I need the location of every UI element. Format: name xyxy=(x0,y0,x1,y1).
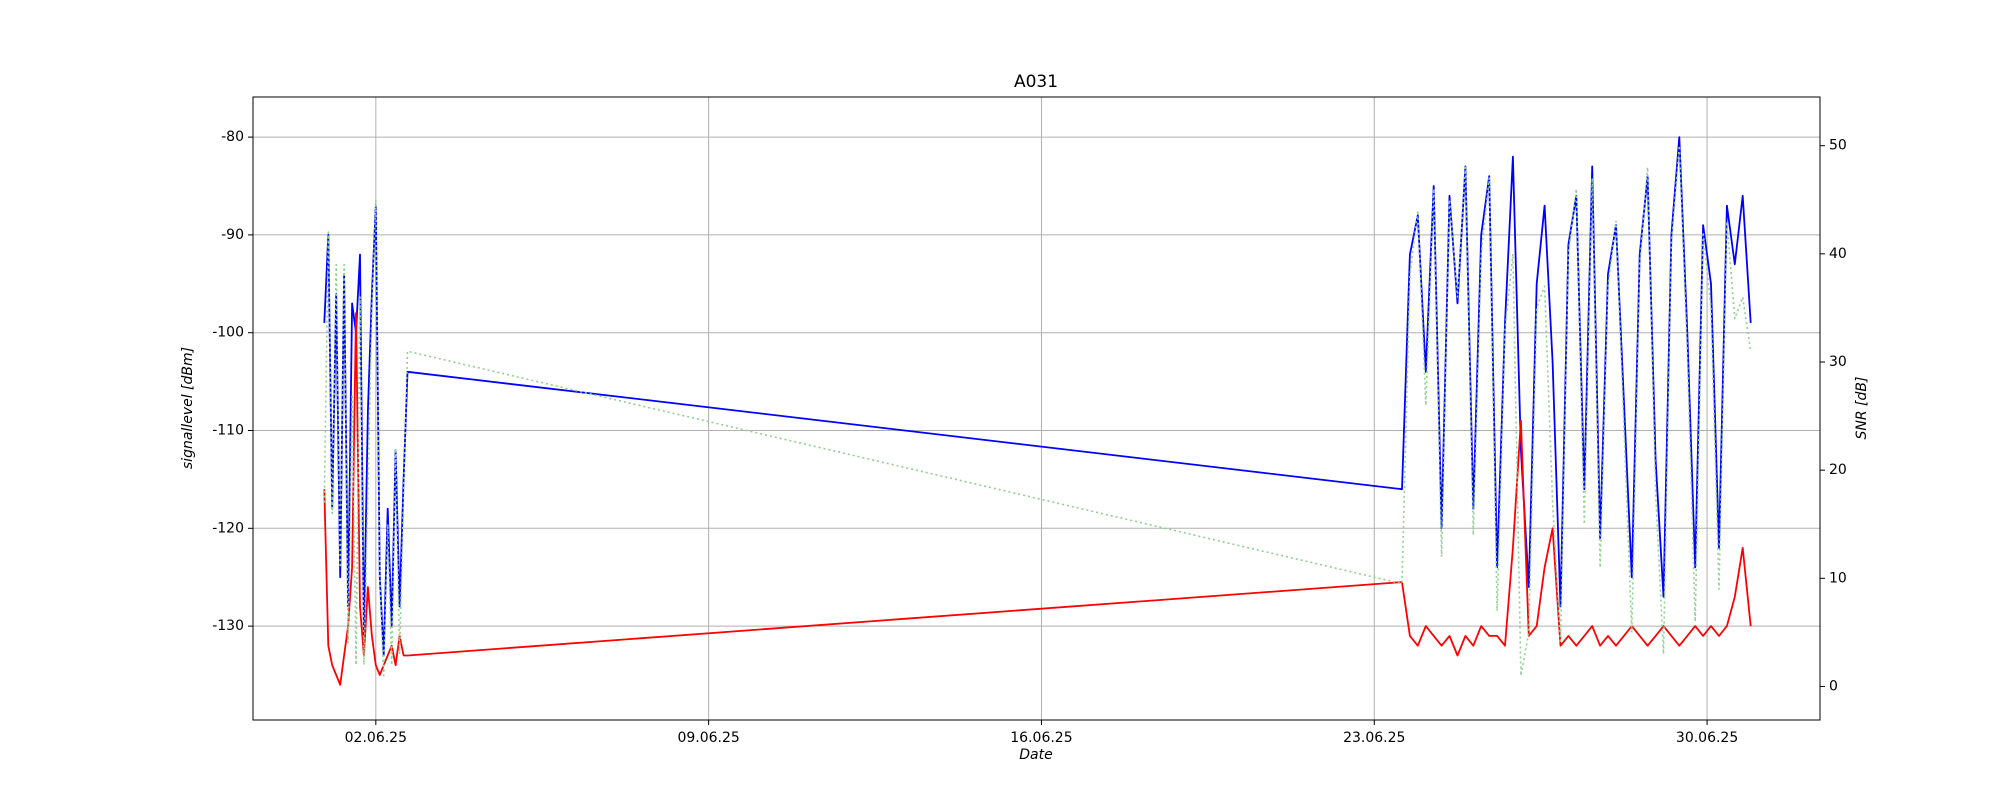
chart-title: A031 xyxy=(1014,72,1058,92)
y2-axis-label: SNR [dB] xyxy=(1854,377,1870,440)
y-tick-label: -90 xyxy=(221,227,244,243)
x-tick-label: 30.06.25 xyxy=(1676,730,1738,746)
x-tick-label: 23.06.25 xyxy=(1343,730,1405,746)
y2-tick-label: 40 xyxy=(1829,246,1847,262)
y-axis-label: signallevel [dBm] xyxy=(180,347,196,469)
x-tick-label: 02.06.25 xyxy=(345,730,407,746)
y-tick-label: -100 xyxy=(212,325,244,341)
y-tick-label: -110 xyxy=(212,423,244,439)
plot-frame xyxy=(252,96,1821,721)
y-tick-label: -130 xyxy=(212,618,244,634)
y-tick-label: -80 xyxy=(221,129,244,145)
x-tick-label: 16.06.25 xyxy=(1010,730,1072,746)
y2-tick-label: 0 xyxy=(1829,678,1838,694)
x-axis-label: Date xyxy=(1019,747,1052,763)
y2-tick-label: 50 xyxy=(1829,138,1847,154)
series-line xyxy=(323,136,1752,657)
x-tick-label: 09.06.25 xyxy=(677,730,739,746)
y-tick-label: -120 xyxy=(212,520,244,536)
series-line xyxy=(323,144,1752,677)
y2-tick-label: 20 xyxy=(1829,462,1847,478)
series-line xyxy=(323,312,1752,686)
y2-tick-label: 30 xyxy=(1829,354,1847,370)
y2-tick-label: 10 xyxy=(1829,570,1847,586)
